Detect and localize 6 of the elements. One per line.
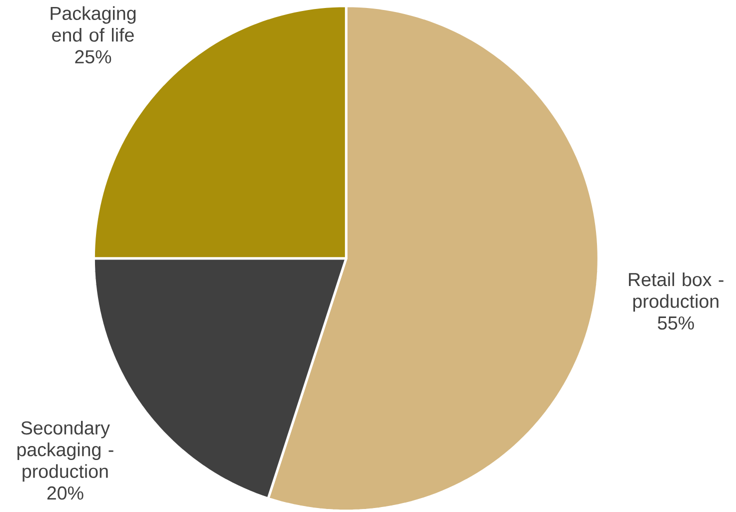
- slice-label: Retail box - production: [628, 272, 724, 312]
- data-label: 55%: [658, 316, 694, 330]
- slice-label: Packaging end of life: [50, 6, 136, 42]
- data-label: 20%: [47, 486, 84, 500]
- slice-label: Secondary packaging - production: [17, 420, 114, 482]
- data-label: 25%: [75, 50, 112, 64]
